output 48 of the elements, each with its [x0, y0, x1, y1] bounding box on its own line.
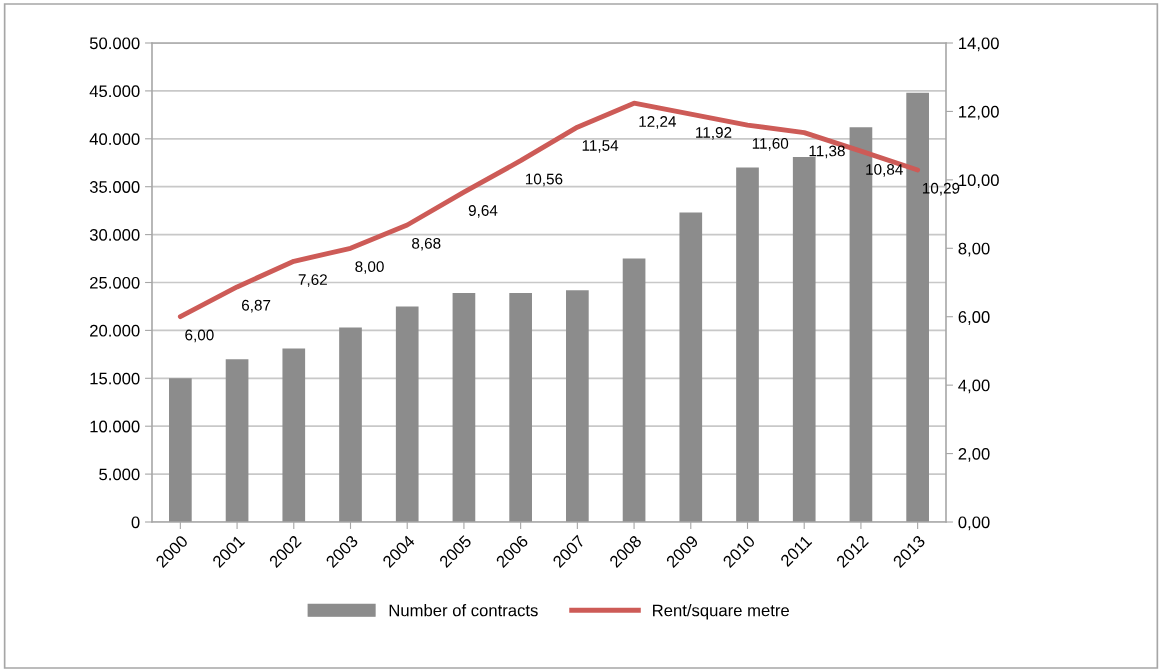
- y-tick-label: 15.000: [90, 372, 140, 385]
- data-label: 11,54: [582, 140, 619, 153]
- y-tick-label: 5.000: [99, 468, 140, 481]
- y-tick-label: 45.000: [89, 85, 140, 98]
- bar: [509, 293, 532, 522]
- data-label: 7,62: [298, 274, 327, 287]
- y2-tick-label: 0,00: [958, 516, 990, 531]
- bar: [395, 306, 419, 522]
- bar: [792, 157, 816, 522]
- bar: [679, 212, 703, 522]
- y2-tick-label: 12,00: [959, 105, 999, 120]
- data-label: 8,00: [355, 261, 384, 274]
- data-label: 6,00: [185, 329, 214, 343]
- bar: [339, 327, 362, 522]
- data-label: 11,38: [809, 145, 845, 159]
- data-label: 9,64: [468, 205, 498, 218]
- data-label: 11,92: [696, 127, 732, 140]
- y-tick-label: 20.000: [90, 324, 140, 337]
- y2-tick-label: 8,00: [958, 242, 990, 257]
- bar: [282, 348, 306, 522]
- bar: [225, 359, 249, 522]
- y-tick-label: 35.000: [89, 181, 140, 193]
- y2-tick-label: 10,00: [959, 174, 999, 189]
- y2-tick-label: 6,00: [958, 311, 990, 325]
- y2-tick-label: 2,00: [958, 447, 990, 462]
- data-label: 11,60: [752, 138, 789, 151]
- bar: [169, 378, 192, 522]
- data-label: 10,84: [866, 164, 903, 177]
- y-tick-label: 25.000: [90, 276, 140, 289]
- legend-label: Rent/square metre: [653, 604, 789, 620]
- line-series: [177, 100, 921, 320]
- y-tick-label: 10.000: [90, 420, 140, 433]
- y-tick-label: 50.000: [89, 37, 140, 50]
- y2-tick-label: 14,00: [959, 37, 999, 52]
- data-label: 8,68: [412, 237, 441, 251]
- y2-tick-label: 4,00: [958, 379, 990, 394]
- data-label: 10,29: [922, 182, 960, 196]
- bar: [736, 167, 759, 522]
- bar: [622, 258, 646, 522]
- y-tick-label: 40.000: [89, 133, 140, 145]
- data-label: 10,56: [525, 173, 563, 187]
- legend-label: Number of contracts: [389, 604, 538, 617]
- data-label: 12,24: [639, 116, 677, 129]
- bar: [452, 293, 476, 522]
- y-tick-label: 0: [131, 516, 140, 529]
- data-label: 6,87: [242, 299, 271, 313]
- bar: [566, 290, 589, 522]
- y-tick-label: 30.000: [89, 229, 140, 241]
